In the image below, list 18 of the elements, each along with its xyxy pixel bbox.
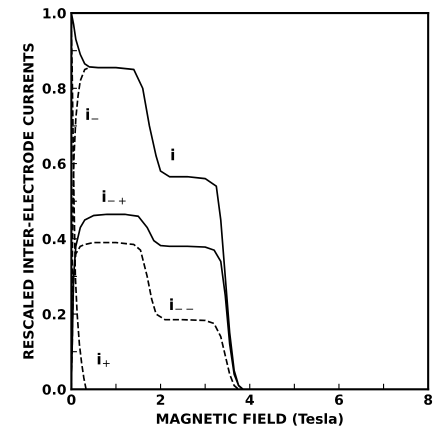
x-tick-label: 2 — [156, 394, 164, 405]
y-tick-label: 0.6 — [42, 158, 66, 170]
y-tick-label: 0.2 — [42, 309, 66, 320]
x-tick-label: 8 — [424, 394, 432, 405]
series-label: i$_{−+}$ — [102, 190, 126, 204]
series-label: i$_{+}$ — [98, 352, 110, 367]
y-tick-label: 0.0 — [42, 384, 66, 395]
x-tick-label: 4 — [246, 394, 254, 405]
series-label: i — [171, 148, 174, 160]
x-tick-label: 6 — [334, 394, 344, 405]
series-label: i$_{−−}$ — [170, 298, 194, 310]
x-tick-label: 0 — [67, 394, 76, 405]
x-axis-title: MAGNETIC FIELD (Tesla) — [156, 413, 343, 426]
y-tick-label: 0.4 — [42, 234, 66, 244]
y-axis-title: RESCALED INTER-ELECTRODE CURRENTS — [23, 44, 34, 359]
series-label: i$_{−}$ — [86, 108, 98, 120]
y-tick-label: 1.0 — [43, 8, 66, 19]
y-tick-label: 0.8 — [42, 83, 66, 94]
